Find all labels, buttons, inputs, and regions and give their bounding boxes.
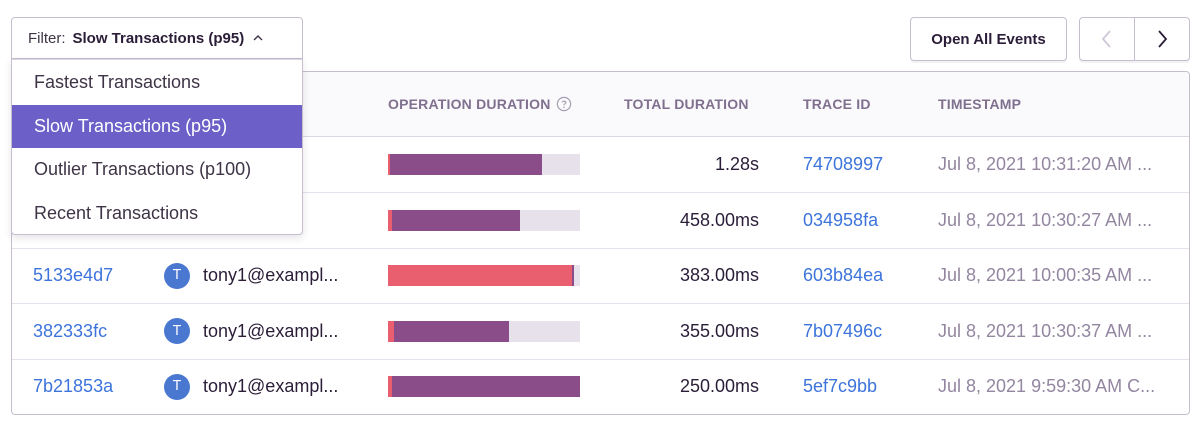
table-row: 382333fc T tony1@exampl... 355.00ms 7b07… [12, 304, 1189, 360]
trace-id-link[interactable]: 034958fa [803, 209, 879, 230]
timestamp-link[interactable]: Jul 8, 2021 9:59:30 AM C... [938, 376, 1156, 397]
filter-option[interactable]: Slow Transactions (p95) [12, 104, 302, 148]
user-cell: T tony1@exampl... [164, 304, 338, 359]
filter-option[interactable]: Fastest Transactions [34, 72, 201, 93]
timestamp-link[interactable]: Jul 8, 2021 10:00:35 AM ... [938, 265, 1153, 286]
column-label: OPERATION DURATION [388, 96, 551, 112]
operation-duration-bar [388, 376, 580, 398]
timestamp-link[interactable]: Jul 8, 2021 10:30:37 AM ... [938, 320, 1153, 341]
timestamp-link[interactable]: Jul 8, 2021 10:30:27 AM ... [938, 209, 1153, 230]
question-icon[interactable] [556, 96, 572, 112]
chevron-right-icon [1158, 30, 1168, 48]
avatar: T [164, 262, 190, 289]
operation-duration-bar [388, 154, 580, 175]
column-operation-duration[interactable]: OPERATION DURATION [388, 72, 572, 136]
chevron-left-icon [1101, 30, 1111, 48]
table-row: 7b21853a T tony1@exampl... 250.00ms 5ef7… [12, 359, 1189, 414]
timestamp-link[interactable]: Jul 8, 2021 10:31:20 AM ... [938, 154, 1153, 174]
duration-bar-segment [389, 154, 542, 175]
filter-label: Filter: [28, 29, 66, 47]
next-page-button[interactable] [1134, 18, 1189, 60]
filter-menu: Fastest Transactions Slow Transactions (p… [11, 59, 303, 235]
trace-id-link[interactable]: 603b84ea [803, 265, 884, 286]
column-trace-id[interactable]: TRACE ID [803, 96, 871, 112]
total-duration: 250.00ms [679, 376, 759, 397]
event-id-link[interactable]: 7b21853a [33, 376, 114, 397]
column-timestamp[interactable]: TIMESTAMP [938, 96, 1022, 112]
duration-bar-segment [572, 265, 575, 287]
avatar: T [164, 318, 190, 345]
total-duration: 383.00ms [679, 265, 759, 286]
user-cell: T tony1@exampl... [164, 248, 338, 303]
event-id-link[interactable]: 5133e4d7 [33, 265, 114, 286]
operation-duration-bar [388, 265, 580, 287]
avatar: T [164, 373, 190, 400]
trace-id-link[interactable]: 7b07496c [803, 320, 883, 341]
filter-option[interactable]: Outlier Transactions (p100) [34, 159, 252, 180]
event-id-link[interactable]: 382333fc [33, 320, 108, 341]
table-row: 5133e4d7 T tony1@exampl... 383.00ms 603b… [12, 248, 1189, 305]
duration-bar-segment [393, 320, 509, 342]
column-total-duration[interactable]: TOTAL DURATION [624, 96, 749, 112]
duration-bar-segment [388, 209, 392, 231]
previous-page-button[interactable] [1080, 18, 1134, 60]
duration-bar-segment [388, 320, 394, 342]
user-name: tony1@exampl... [203, 265, 339, 286]
trace-id-link[interactable]: 74708997 [803, 154, 884, 174]
user-name: tony1@exampl... [203, 376, 339, 397]
open-all-events-button[interactable]: Open All Events [910, 17, 1067, 61]
user-cell: T tony1@exampl... [164, 359, 338, 414]
table-row: T npl... 458.00ms 034958fa Jul 8, 2021 1… [12, 193, 1189, 249]
duration-bar-segment [388, 154, 390, 175]
total-duration: 458.00ms [679, 209, 759, 230]
duration-bar-segment [388, 265, 573, 287]
filter-value: Slow Transactions (p95) [72, 29, 245, 47]
filter-option[interactable]: Recent Transactions [34, 202, 199, 223]
operation-duration-bar [388, 320, 580, 342]
duration-bar-segment [391, 209, 521, 231]
filter-dropdown-button[interactable]: Filter: Slow Transactions (p95) [11, 17, 303, 59]
duration-bar-segment [388, 376, 392, 398]
duration-bar-segment [391, 376, 580, 398]
operation-duration-bar [388, 209, 580, 231]
total-duration: 1.28s [714, 154, 759, 174]
pagination [1079, 17, 1190, 61]
trace-id-link[interactable]: 5ef7c9bb [803, 376, 878, 397]
user-name: tony1@exampl... [203, 320, 339, 341]
total-duration: 355.00ms [679, 320, 759, 341]
chevron-up-icon [253, 35, 263, 41]
